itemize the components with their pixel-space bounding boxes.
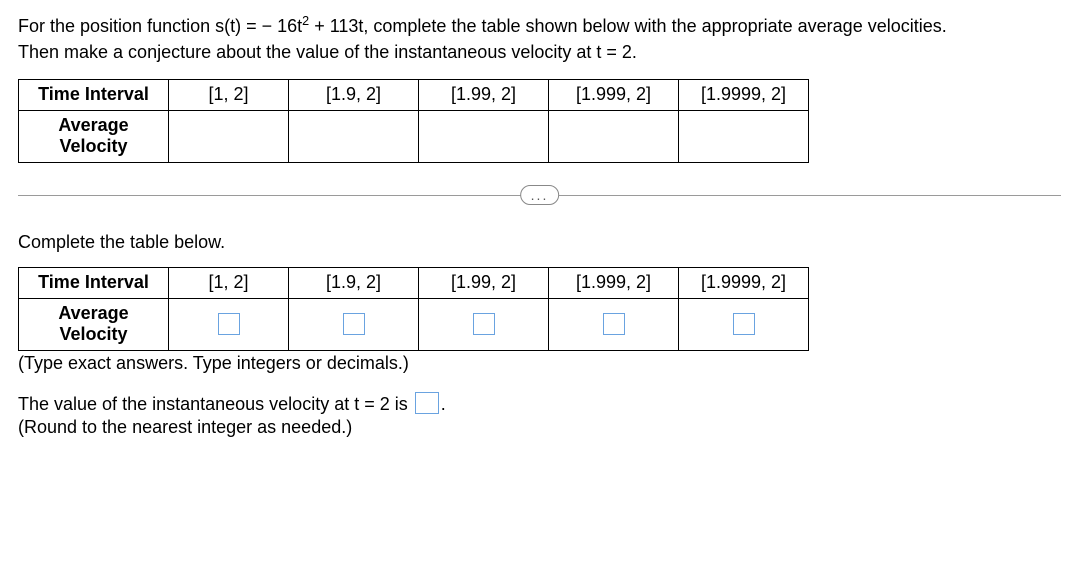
table-row: Time Interval [1, 2] [1.9, 2] [1.99, 2] … [19,80,809,111]
problem-statement: For the position function s(t) = − 16t2 … [18,12,1061,65]
empty-cell [169,110,289,162]
empty-cell [549,110,679,162]
problem-line2: Then make a conjecture about the value o… [18,42,637,62]
instantaneous-velocity-input[interactable] [415,392,439,414]
final-hint: (Round to the nearest integer as needed.… [18,417,1061,438]
answer-cell [419,298,549,350]
velocity-input-2[interactable] [343,313,365,335]
row-header-avgvel: Average Velocity [19,298,169,350]
answer-cell [549,298,679,350]
table-row: Average Velocity [19,298,809,350]
table-row: Average Velocity [19,110,809,162]
answer-cell [679,298,809,350]
complete-table-prompt: Complete the table below. [18,232,1061,253]
answer-cell [289,298,419,350]
velocity-input-3[interactable] [473,313,495,335]
interval-table-blank: Time Interval [1, 2] [1.9, 2] [1.99, 2] … [18,79,809,163]
interval-cell: [1, 2] [169,80,289,111]
row-header-interval: Time Interval [19,267,169,298]
expand-divider-button[interactable]: ... [520,185,560,205]
interval-cell: [1, 2] [169,267,289,298]
interval-cell: [1.9, 2] [289,267,419,298]
avg-label-1: Average [58,303,128,323]
interval-cell: [1.99, 2] [419,267,549,298]
table-row: Time Interval [1, 2] [1.9, 2] [1.99, 2] … [19,267,809,298]
velocity-input-4[interactable] [603,313,625,335]
velocity-input-5[interactable] [733,313,755,335]
interval-cell: [1.99, 2] [419,80,549,111]
function-coef: − 16t [262,16,303,36]
interval-cell: [1.9999, 2] [679,80,809,111]
empty-cell [679,110,809,162]
instantaneous-velocity-line: The value of the instantaneous velocity … [18,392,1061,415]
avg-label-2: Velocity [59,324,127,344]
velocity-input-1[interactable] [218,313,240,335]
answer-cell [169,298,289,350]
final-text-pre: The value of the instantaneous velocity … [18,394,413,414]
empty-cell [419,110,549,162]
avg-label-2: Velocity [59,136,127,156]
interval-cell: [1.9, 2] [289,80,419,111]
problem-line1-pre: For the position function s(t) = [18,16,262,36]
content-divider: ... [18,195,1061,196]
row-header-interval: Time Interval [19,80,169,111]
avg-label-1: Average [58,115,128,135]
function-tail: + 113t, complete the table shown below w… [309,16,947,36]
interval-cell: [1.9999, 2] [679,267,809,298]
interval-cell: [1.999, 2] [549,267,679,298]
interval-cell: [1.999, 2] [549,80,679,111]
table-answer-hint: (Type exact answers. Type integers or de… [18,353,1061,374]
row-header-avgvel: Average Velocity [19,110,169,162]
interval-table-answer: Time Interval [1, 2] [1.9, 2] [1.99, 2] … [18,267,809,351]
empty-cell [289,110,419,162]
final-text-post: . [441,394,446,414]
